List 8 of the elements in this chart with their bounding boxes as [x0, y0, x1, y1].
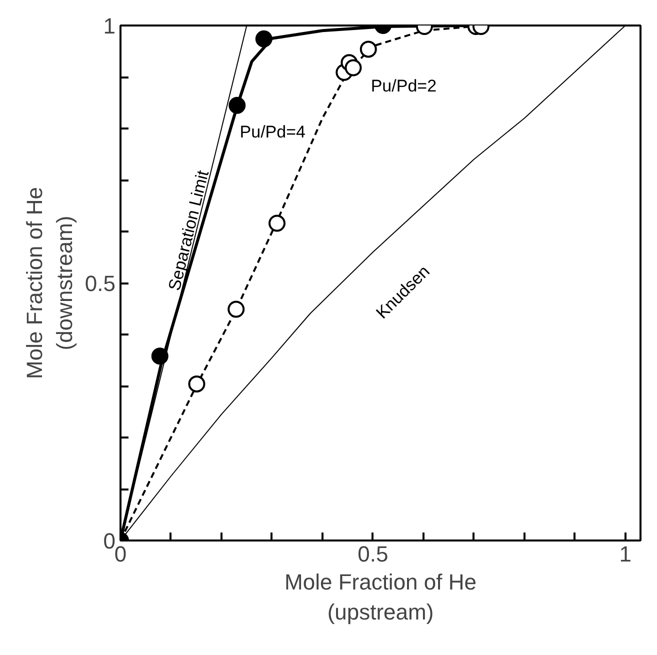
y-tick-label: 1 — [103, 14, 116, 38]
x-axis-title: Mole Fraction of He (upstream) — [284, 570, 476, 624]
series-label: Pu/Pd=4 — [240, 122, 306, 142]
y-tick-label: 0.5 — [84, 271, 116, 296]
x-tick-label: 0.5 — [358, 542, 388, 566]
y-axis-title: Mole Fraction of He (downstream) — [22, 187, 77, 379]
x-tick-label: 1 — [619, 542, 632, 566]
series-label: Pu/Pd=2 — [370, 76, 437, 96]
